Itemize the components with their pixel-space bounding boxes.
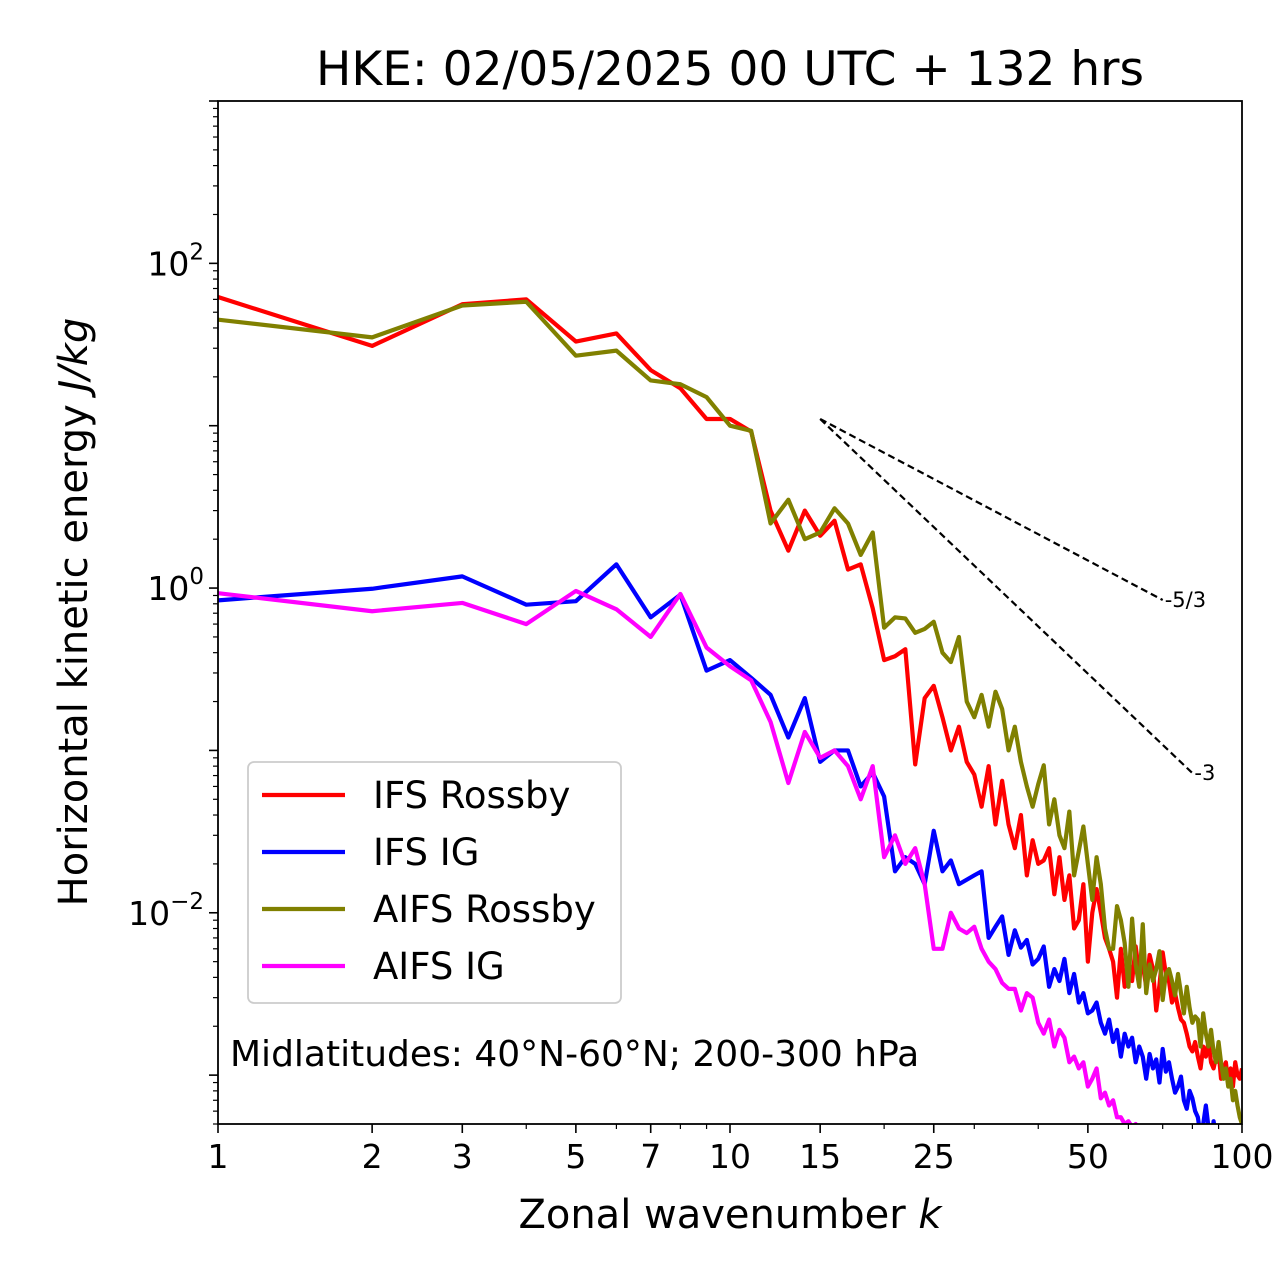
legend-label-aifs-rossby: AIFS Rossby — [373, 888, 596, 931]
chart-title: HKE: 02/05/2025 00 UTC + 132 hrs — [316, 42, 1144, 97]
legend: IFS Rossby IFS IG AIFS Rossby AIFS IG — [247, 761, 622, 1004]
slope-label-1: -5/3 — [1165, 588, 1206, 612]
x-tick-label: 2 — [362, 1137, 383, 1176]
y-tick-label: 10−2 — [128, 889, 204, 933]
legend-label-ifs-rossby: IFS Rossby — [373, 774, 570, 817]
x-tick-label: 3 — [452, 1137, 473, 1176]
y-tick-label: 100 — [147, 564, 204, 608]
series-line-ifs-ig — [218, 562, 1217, 1124]
x-tick-label: 50 — [1067, 1137, 1109, 1176]
x-tick-label: 1 — [208, 1137, 229, 1176]
series-line-ifs-rossby — [218, 295, 1242, 1089]
slope-line-2 — [819, 418, 1194, 774]
legend-box — [247, 761, 622, 1004]
axes: 1 2 3 5 7 10 15 25 50 100 102 100 10−2 — [128, 100, 1274, 1176]
x-tick-label: 7 — [640, 1137, 661, 1176]
reference-slopes: -5/3 -3 — [819, 418, 1215, 785]
slope-line-1 — [819, 418, 1164, 601]
series-line-aifs-rossby — [218, 299, 1242, 1124]
series-layer — [218, 295, 1242, 1124]
x-tick-label: 5 — [565, 1137, 586, 1176]
x-tick-label: 100 — [1211, 1137, 1274, 1176]
region-annotation: Midlatitudes: 40°N-60°N; 200-300 hPa — [230, 1034, 919, 1075]
x-tick-label: 25 — [913, 1137, 955, 1176]
series-line-aifs-ig — [218, 588, 1138, 1124]
x-axis-label: Zonal wavenumber k — [518, 1192, 943, 1238]
legend-label-ifs-ig: IFS IG — [373, 831, 479, 874]
y-axis-label: Horizontal kinetic energy J/kg — [51, 318, 97, 907]
legend-label-aifs-ig: AIFS IG — [373, 945, 505, 988]
slope-label-2: -3 — [1194, 761, 1215, 785]
x-tick-label: 10 — [709, 1137, 751, 1176]
y-tick-label: 102 — [147, 239, 204, 283]
x-tick-label: 15 — [799, 1137, 841, 1176]
